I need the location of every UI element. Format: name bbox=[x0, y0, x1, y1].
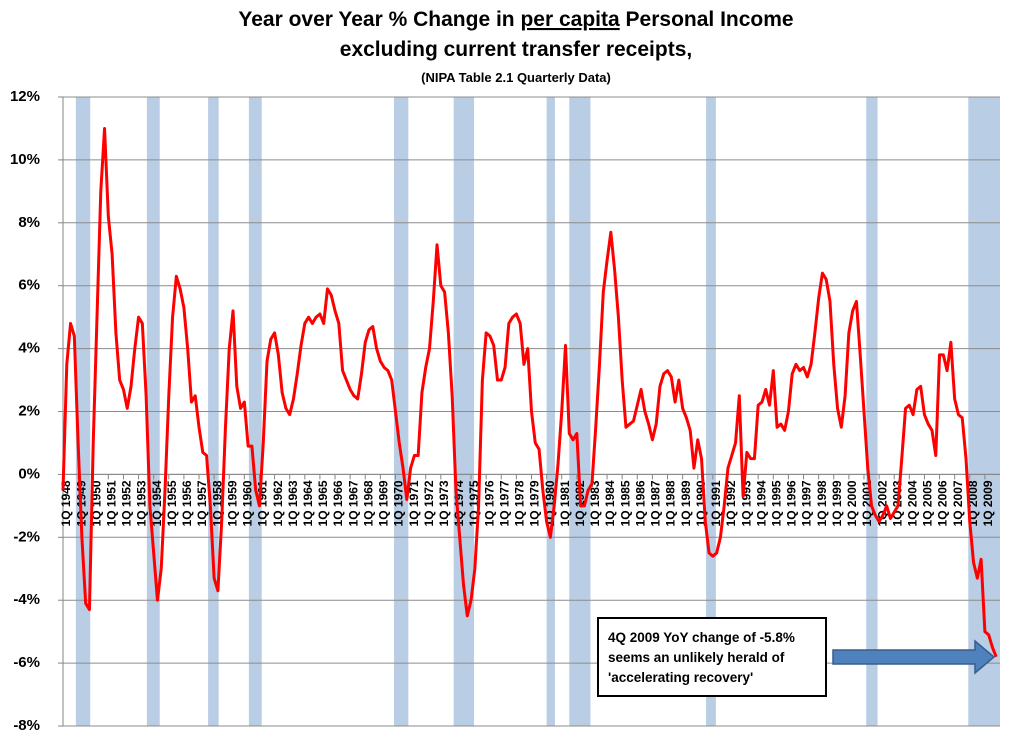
x-tick-label: 1Q 1996 bbox=[785, 480, 799, 526]
y-tick-label: 12% bbox=[10, 88, 40, 105]
x-tick-label: 1Q 1956 bbox=[180, 480, 194, 526]
x-tick-label: 1Q 1966 bbox=[331, 480, 345, 526]
annotation-line: 4Q 2009 YoY change of -5.8% bbox=[608, 630, 795, 645]
x-tick-label: 1Q 1977 bbox=[497, 480, 511, 526]
x-tick-label: 1Q 2009 bbox=[981, 480, 995, 526]
x-tick-label: 1Q 1976 bbox=[482, 480, 496, 526]
title-part: Personal Income bbox=[626, 8, 794, 31]
x-tick-label: 1Q 1987 bbox=[649, 480, 663, 526]
x-tick-label: 1Q 1951 bbox=[105, 480, 119, 526]
annotation-box bbox=[597, 617, 827, 697]
x-tick-label: 1Q 1999 bbox=[830, 480, 844, 526]
x-tick-label: 1Q 1968 bbox=[361, 480, 375, 526]
x-tick-label: 1Q 1969 bbox=[377, 480, 391, 526]
x-tick-label: 1Q 1972 bbox=[422, 480, 436, 526]
chart-title-line2: excluding current transfer receipts, bbox=[340, 38, 692, 61]
x-tick-label: 1Q 1959 bbox=[225, 480, 239, 526]
x-tick-label: 1Q 1998 bbox=[815, 480, 829, 526]
y-tick-label: 8% bbox=[18, 214, 40, 231]
data-line bbox=[61, 126, 998, 658]
y-tick-label: -4% bbox=[13, 591, 40, 608]
x-tick-label: 1Q 1995 bbox=[769, 480, 783, 526]
x-tick-label: 1Q 1978 bbox=[513, 480, 527, 526]
annotation: 4Q 2009 YoY change of -5.8% seems an unl… bbox=[597, 617, 996, 697]
x-tick-label: 1Q 1973 bbox=[437, 480, 451, 526]
y-tick-label: -8% bbox=[13, 717, 40, 734]
chart-subtitle: (NIPA Table 2.1 Quarterly Data) bbox=[421, 70, 611, 85]
y-tick-label: 6% bbox=[18, 277, 40, 294]
x-tick-label: 1Q 1971 bbox=[407, 480, 421, 526]
x-tick-label: 1Q 2007 bbox=[951, 480, 965, 526]
x-tick-label: 1Q 1967 bbox=[346, 480, 360, 526]
x-tick-label: 1Q 1984 bbox=[603, 480, 617, 526]
x-tick-label: 1Q 2004 bbox=[905, 480, 919, 526]
x-tick-label: 1Q 1983 bbox=[588, 480, 602, 526]
x-tick-label: 1Q 1963 bbox=[286, 480, 300, 526]
x-tick-label: 1Q 1954 bbox=[150, 480, 164, 526]
y-tick-label: 2% bbox=[18, 402, 40, 419]
x-tick-label: 1Q 1979 bbox=[528, 480, 542, 526]
x-tick-label: 1Q 1965 bbox=[316, 480, 330, 526]
chart-title: Year over Year % Change in per capita Pe… bbox=[238, 8, 793, 31]
x-tick-label: 1Q 2000 bbox=[845, 480, 859, 526]
x-tick-label: 1Q 2005 bbox=[921, 480, 935, 526]
x-tick-label: 1Q 1948 bbox=[59, 480, 73, 526]
x-tick-label: 1Q 1985 bbox=[618, 480, 632, 526]
x-tick-label: 1Q 1952 bbox=[120, 480, 134, 526]
x-tick-label: 1Q 2006 bbox=[936, 480, 950, 526]
x-tick-label: 1Q 1953 bbox=[135, 480, 149, 526]
x-tick-label: 1Q 1962 bbox=[271, 480, 285, 526]
x-tick-label: 1Q 1988 bbox=[664, 480, 678, 526]
annotation-line: 'accelerating recovery' bbox=[608, 670, 753, 685]
x-tick-label: 1Q 1992 bbox=[724, 480, 738, 526]
y-tick-label: -2% bbox=[13, 528, 40, 545]
x-tick-label: 1Q 1997 bbox=[800, 480, 814, 526]
x-tick-label: 1Q 1994 bbox=[754, 480, 768, 526]
annotation-arrow bbox=[832, 639, 996, 675]
x-tick-label: 1Q 1970 bbox=[392, 480, 406, 526]
annotation-line: seems an unlikely herald of bbox=[608, 650, 785, 665]
title-emphasis: per capita bbox=[520, 8, 620, 31]
x-tick-label: 1Q 1960 bbox=[241, 480, 255, 526]
title-part: Year over Year % Change in bbox=[238, 8, 514, 31]
x-tick-label: 1Q 1957 bbox=[195, 480, 209, 526]
x-tick-label: 1Q 1991 bbox=[709, 480, 723, 526]
x-tick-label: 1Q 1981 bbox=[558, 480, 572, 526]
x-tick-label: 1Q 2002 bbox=[875, 480, 889, 526]
y-tick-label: 10% bbox=[10, 151, 40, 168]
y-tick-label: -6% bbox=[13, 654, 40, 671]
x-tick-label: 1Q 1955 bbox=[165, 480, 179, 526]
x-tick-label: 1Q 1964 bbox=[301, 480, 315, 526]
x-tick-label: 1Q 1989 bbox=[679, 480, 693, 526]
y-tick-label: 4% bbox=[18, 340, 40, 357]
x-tick-label: 1Q 1986 bbox=[633, 480, 647, 526]
y-tick-label: 0% bbox=[18, 465, 40, 482]
